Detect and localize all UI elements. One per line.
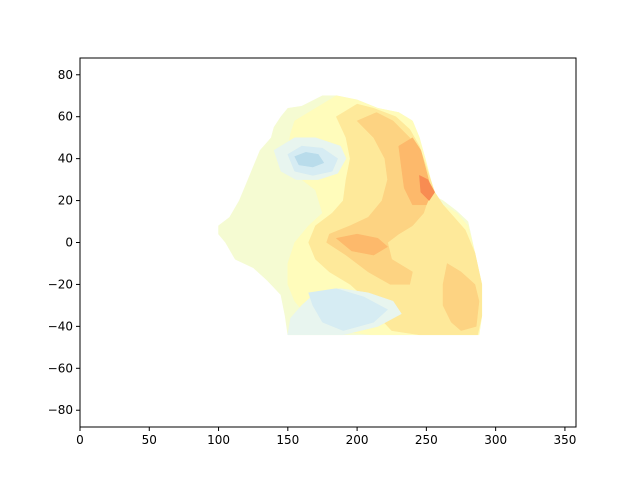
y-tick-label: 20	[58, 194, 73, 208]
y-axis: −80 −60 −40 −20 0 20 40 60 80	[48, 68, 80, 417]
x-tick-label: 300	[484, 433, 507, 447]
y-tick-label: −20	[48, 277, 73, 291]
x-tick-label: 50	[142, 433, 157, 447]
y-tick-label: 0	[65, 236, 73, 250]
x-tick-label: 200	[346, 433, 369, 447]
contour-region-dark-orange-7	[419, 174, 435, 201]
y-tick-label: 80	[58, 68, 73, 82]
x-axis: 0 50 100 150 200 250 300 350	[76, 427, 576, 447]
y-tick-label: −60	[48, 361, 73, 375]
contour-region-orange-6	[335, 233, 389, 256]
x-tick-label: 150	[276, 433, 299, 447]
contour-region-light-blue-10	[294, 152, 325, 168]
y-tick-label: −80	[48, 403, 73, 417]
contour-region-light-orange-4	[442, 263, 480, 331]
plot-area	[218, 95, 483, 336]
y-tick-label: 60	[58, 110, 73, 124]
x-tick-label: 350	[553, 433, 576, 447]
x-tick-label: 250	[415, 433, 438, 447]
x-tick-label: 100	[207, 433, 230, 447]
x-tick-label: 0	[76, 433, 84, 447]
y-tick-label: −40	[48, 319, 73, 333]
contour-region-pale-blue-13	[326, 300, 365, 319]
y-tick-label: 40	[58, 152, 73, 166]
